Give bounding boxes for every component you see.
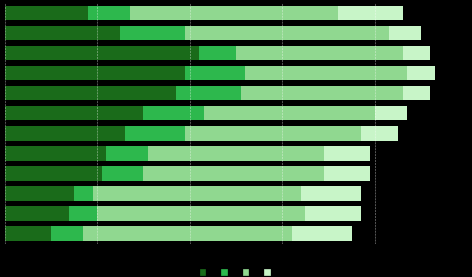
- Bar: [407, 66, 435, 80]
- Bar: [236, 46, 403, 60]
- Bar: [203, 106, 375, 120]
- Bar: [5, 86, 176, 100]
- Bar: [176, 86, 241, 100]
- Bar: [361, 126, 398, 140]
- Bar: [84, 227, 292, 241]
- Bar: [88, 6, 130, 20]
- Bar: [102, 166, 143, 181]
- Bar: [185, 26, 388, 40]
- Bar: [5, 106, 143, 120]
- Bar: [5, 146, 107, 161]
- Bar: [148, 146, 324, 161]
- Bar: [143, 166, 324, 181]
- Bar: [97, 206, 305, 221]
- Bar: [5, 46, 199, 60]
- Bar: [125, 126, 185, 140]
- Bar: [388, 26, 421, 40]
- Bar: [338, 6, 403, 20]
- Bar: [5, 206, 69, 221]
- Bar: [5, 66, 185, 80]
- Bar: [120, 26, 185, 40]
- Bar: [93, 186, 301, 201]
- Bar: [107, 146, 148, 161]
- Bar: [185, 126, 361, 140]
- Bar: [5, 227, 51, 241]
- Bar: [69, 206, 97, 221]
- Bar: [324, 166, 370, 181]
- Bar: [5, 126, 125, 140]
- Bar: [241, 86, 403, 100]
- Bar: [375, 106, 407, 120]
- Bar: [403, 46, 430, 60]
- Bar: [143, 106, 203, 120]
- Bar: [5, 6, 88, 20]
- Bar: [305, 206, 361, 221]
- Bar: [5, 186, 74, 201]
- Bar: [324, 146, 370, 161]
- Legend: , , , : , , ,: [197, 266, 275, 277]
- Bar: [199, 46, 236, 60]
- Bar: [403, 86, 430, 100]
- Bar: [245, 66, 407, 80]
- Bar: [5, 26, 120, 40]
- Bar: [74, 186, 93, 201]
- Bar: [185, 66, 245, 80]
- Bar: [301, 186, 361, 201]
- Bar: [292, 227, 352, 241]
- Bar: [5, 166, 102, 181]
- Bar: [130, 6, 338, 20]
- Bar: [51, 227, 84, 241]
